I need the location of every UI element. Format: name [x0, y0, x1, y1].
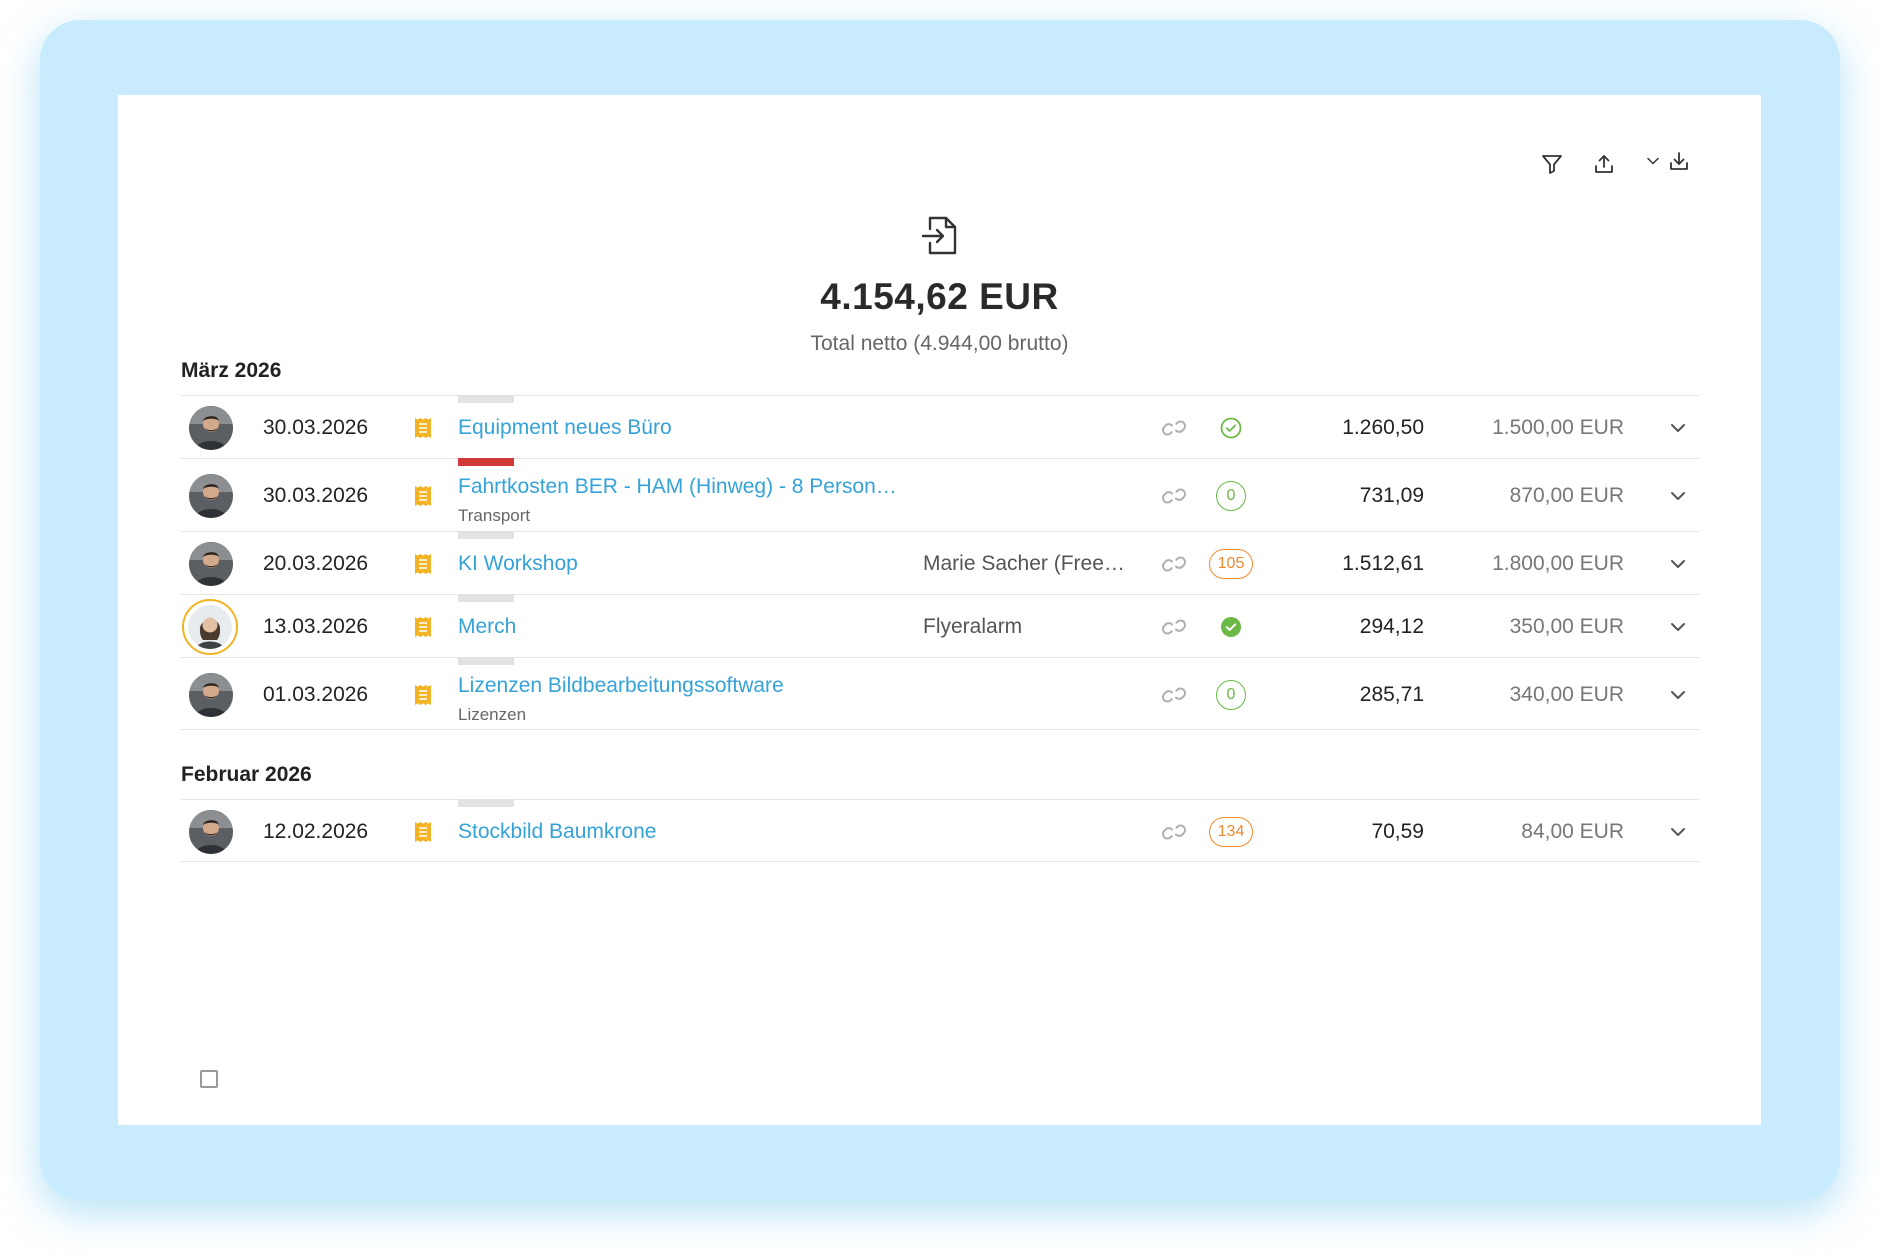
- status-bar: [458, 799, 514, 807]
- table-row[interactable]: 12.02.2026 Stockbild Baumkrone 134 70,59 84,…: [181, 799, 1699, 862]
- avatar: [189, 405, 233, 450]
- receipt-icon: [414, 616, 432, 638]
- brutto-amount: 84,00 EUR: [1521, 819, 1624, 843]
- status-indicator: 134: [1203, 816, 1259, 847]
- date-cell: 13.03.2026: [263, 614, 369, 638]
- expense-title-link[interactable]: Merch: [458, 614, 517, 638]
- expand-chevron-icon[interactable]: [1667, 553, 1689, 575]
- filter-icon[interactable]: [1539, 151, 1565, 177]
- brutto-amount: 340,00 EUR: [1509, 682, 1624, 706]
- download-icon: [1667, 149, 1691, 178]
- avatar: [189, 809, 233, 854]
- table-row[interactable]: 20.03.2026 KI Workshop Marie Sacher (Free……: [181, 531, 1699, 594]
- total-amount: 4.154,62 EUR: [820, 276, 1059, 317]
- link-icon[interactable]: [1161, 617, 1187, 637]
- netto-amount: 70,59: [1371, 819, 1424, 843]
- expand-chevron-icon[interactable]: [1667, 684, 1689, 706]
- link-icon[interactable]: [1161, 685, 1187, 705]
- link-icon[interactable]: [1161, 554, 1187, 574]
- count-badge: 134: [1208, 816, 1254, 847]
- expense-title-link[interactable]: Stockbild Baumkrone: [458, 819, 657, 843]
- status-bar: [458, 531, 514, 539]
- chevron-down-icon: [1643, 151, 1663, 176]
- date-cell: 30.03.2026: [263, 415, 369, 439]
- brutto-amount: 1.500,00 EUR: [1492, 415, 1624, 439]
- table-row[interactable]: 01.03.2026 Lizenzen Bildbearbeitungssoftw…: [181, 657, 1699, 730]
- expenses-card: 4.154,62 EUR Total netto (4.944,00 brutt…: [118, 95, 1761, 1125]
- vendor-name: Flyeralarm: [923, 614, 1023, 638]
- link-icon[interactable]: [1161, 486, 1187, 506]
- select-all-checkbox[interactable]: [200, 1070, 218, 1088]
- brutto-amount: 1.800,00 EUR: [1492, 551, 1624, 575]
- summary: 4.154,62 EUR Total netto (4.944,00 brutt…: [118, 213, 1761, 356]
- status-indicator: 105: [1203, 548, 1259, 579]
- avatar: [189, 672, 233, 717]
- check-circle-icon: [1203, 413, 1259, 443]
- count-badge: 0: [1216, 679, 1246, 710]
- vendor-name: Marie Sacher (Free…: [923, 551, 1125, 575]
- expand-chevron-icon[interactable]: [1667, 485, 1689, 507]
- status-bar: [458, 395, 514, 403]
- receipt-icon: [414, 553, 432, 575]
- download-menu[interactable]: [1643, 149, 1691, 178]
- netto-amount: 294,12: [1359, 614, 1424, 638]
- expense-title-link[interactable]: KI Workshop: [458, 551, 578, 575]
- avatar: [182, 598, 238, 655]
- receipt-icon: [414, 485, 432, 507]
- expense-category: Transport: [458, 506, 531, 525]
- date-cell: 30.03.2026: [263, 483, 369, 507]
- month-heading: Februar 2026: [181, 763, 312, 786]
- status-bar: [458, 594, 514, 602]
- receipt-icon: [414, 684, 432, 706]
- expand-chevron-icon[interactable]: [1667, 417, 1689, 439]
- total-subtitle: Total netto (4.944,00 brutto): [810, 332, 1069, 355]
- expense-category: Lizenzen: [458, 705, 527, 724]
- date-cell: 12.02.2026: [263, 819, 369, 843]
- expand-chevron-icon[interactable]: [1667, 616, 1689, 638]
- netto-amount: 285,71: [1359, 682, 1424, 706]
- check-circle-filled-icon: [1203, 612, 1259, 642]
- status-indicator: 0: [1203, 679, 1259, 710]
- netto-amount: 1.512,61: [1342, 551, 1424, 575]
- table-row[interactable]: 30.03.2026 Equipment neues Büro 1.260,50 1.…: [181, 395, 1699, 458]
- status-bar: [458, 657, 514, 665]
- table-row[interactable]: 30.03.2026 Fahrtkosten BER - HAM (Hinweg)…: [181, 458, 1699, 531]
- link-icon[interactable]: [1161, 418, 1187, 438]
- count-badge: 0: [1216, 480, 1246, 511]
- status-bar: [458, 458, 514, 466]
- document-import-icon: [920, 213, 960, 257]
- table-row[interactable]: 13.03.2026 Merch Flyeralarm 294,12 350,00 EU…: [181, 594, 1699, 657]
- upload-icon[interactable]: [1591, 151, 1617, 177]
- month-heading: März 2026: [181, 359, 282, 382]
- receipt-icon: [414, 417, 432, 439]
- expense-title-link[interactable]: Lizenzen Bildbearbeitungssoftware: [458, 674, 784, 697]
- avatar: [189, 541, 233, 586]
- expense-title-link[interactable]: Fahrtkosten BER - HAM (Hinweg) - 8 Perso…: [458, 475, 897, 498]
- toolbar: [1539, 149, 1691, 178]
- expense-title-link[interactable]: Equipment neues Büro: [458, 415, 672, 439]
- expand-chevron-icon[interactable]: [1667, 821, 1689, 843]
- netto-amount: 731,09: [1359, 483, 1424, 507]
- count-badge: 105: [1208, 548, 1254, 579]
- avatar: [189, 473, 233, 518]
- brutto-amount: 350,00 EUR: [1509, 614, 1624, 638]
- link-icon[interactable]: [1161, 822, 1187, 842]
- netto-amount: 1.260,50: [1342, 415, 1424, 439]
- date-cell: 01.03.2026: [263, 682, 369, 706]
- date-cell: 20.03.2026: [263, 551, 369, 575]
- brutto-amount: 870,00 EUR: [1509, 483, 1624, 507]
- status-indicator: 0: [1203, 480, 1259, 511]
- receipt-icon: [414, 821, 432, 843]
